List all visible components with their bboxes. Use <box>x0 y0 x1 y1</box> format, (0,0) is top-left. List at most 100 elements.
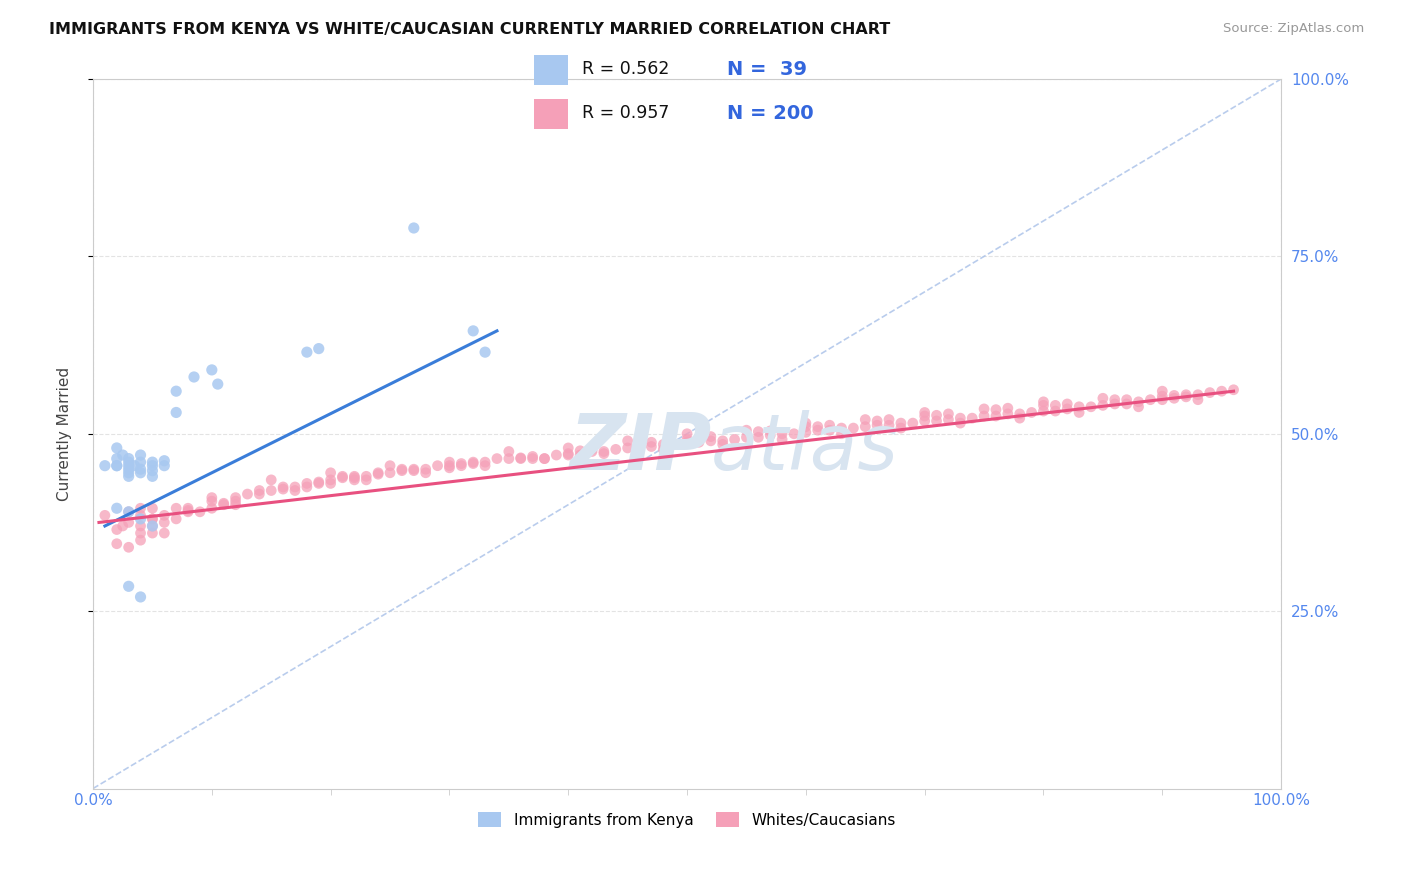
Point <box>652 437 675 451</box>
Point <box>319 466 342 480</box>
Point <box>640 440 662 454</box>
Point <box>1187 388 1209 402</box>
Point <box>866 414 889 428</box>
Point <box>842 421 865 435</box>
Point <box>498 451 520 466</box>
Point <box>177 505 200 519</box>
Point <box>105 458 128 473</box>
Point <box>129 466 152 480</box>
Text: N =  39: N = 39 <box>727 60 807 78</box>
Point <box>415 462 437 476</box>
Point <box>676 435 699 450</box>
Point <box>770 433 793 447</box>
Text: R = 0.562: R = 0.562 <box>582 61 669 78</box>
Point <box>1128 400 1150 414</box>
Point <box>676 426 699 441</box>
Point <box>111 448 134 462</box>
Point <box>533 451 555 466</box>
Point <box>877 418 900 433</box>
Point <box>201 494 224 508</box>
Point <box>402 464 425 478</box>
Point <box>1128 394 1150 409</box>
Point <box>747 430 769 444</box>
Point <box>124 458 146 473</box>
Point <box>129 448 152 462</box>
Point <box>1045 404 1067 418</box>
Point <box>984 402 1007 417</box>
Point <box>105 458 128 473</box>
Point <box>201 501 224 516</box>
Point <box>118 541 141 555</box>
Point <box>165 512 187 526</box>
Point <box>997 407 1019 421</box>
Point <box>426 458 449 473</box>
Point <box>1152 392 1174 407</box>
Point <box>522 450 544 464</box>
Point <box>463 455 485 469</box>
Point <box>165 405 187 419</box>
Point <box>1008 407 1031 421</box>
Point <box>581 444 603 458</box>
Point <box>141 519 163 533</box>
Point <box>129 519 152 533</box>
Text: N = 200: N = 200 <box>727 104 814 123</box>
Point <box>402 462 425 476</box>
Point <box>901 416 924 430</box>
Point <box>973 401 995 416</box>
Point <box>1211 384 1233 399</box>
Point <box>319 473 342 487</box>
Point <box>474 455 496 469</box>
Point <box>141 512 163 526</box>
Point <box>450 457 472 471</box>
Point <box>118 455 141 469</box>
Point <box>711 434 734 448</box>
Point <box>1045 398 1067 412</box>
Point <box>818 423 841 437</box>
Point <box>129 533 152 548</box>
Point <box>201 363 224 377</box>
Point <box>201 491 224 505</box>
Point <box>783 426 806 441</box>
Point <box>890 416 912 430</box>
Point <box>183 370 205 384</box>
Point <box>391 462 413 476</box>
Point <box>938 407 960 421</box>
Point <box>794 419 817 434</box>
Point <box>284 483 307 498</box>
Point <box>807 419 830 434</box>
Text: atlas: atlas <box>711 410 898 486</box>
Point <box>616 441 638 455</box>
Point <box>853 419 876 434</box>
Point <box>247 487 270 501</box>
Point <box>207 377 229 392</box>
Point <box>914 405 936 419</box>
Point <box>1032 398 1054 412</box>
Text: IMMIGRANTS FROM KENYA VS WHITE/CAUCASIAN CURRENTLY MARRIED CORRELATION CHART: IMMIGRANTS FROM KENYA VS WHITE/CAUCASIAN… <box>49 22 890 37</box>
Point <box>391 464 413 478</box>
Point <box>1069 405 1091 419</box>
Point <box>295 345 318 359</box>
Point <box>853 412 876 426</box>
Text: Source: ZipAtlas.com: Source: ZipAtlas.com <box>1223 22 1364 36</box>
Point <box>111 519 134 533</box>
Point <box>925 414 948 428</box>
Point <box>378 458 401 473</box>
Point <box>295 476 318 491</box>
Point <box>141 512 163 526</box>
Point <box>1187 392 1209 407</box>
Point <box>759 428 782 442</box>
Point <box>153 453 176 467</box>
Point <box>332 469 354 483</box>
Point <box>319 476 342 491</box>
Point <box>593 444 616 458</box>
Point <box>308 476 330 491</box>
Point <box>628 441 651 455</box>
Point <box>474 345 496 359</box>
Point <box>129 462 152 476</box>
Point <box>225 491 247 505</box>
Point <box>153 526 176 541</box>
Point <box>141 501 163 516</box>
Point <box>914 409 936 423</box>
Point <box>1152 384 1174 399</box>
Point <box>284 480 307 494</box>
